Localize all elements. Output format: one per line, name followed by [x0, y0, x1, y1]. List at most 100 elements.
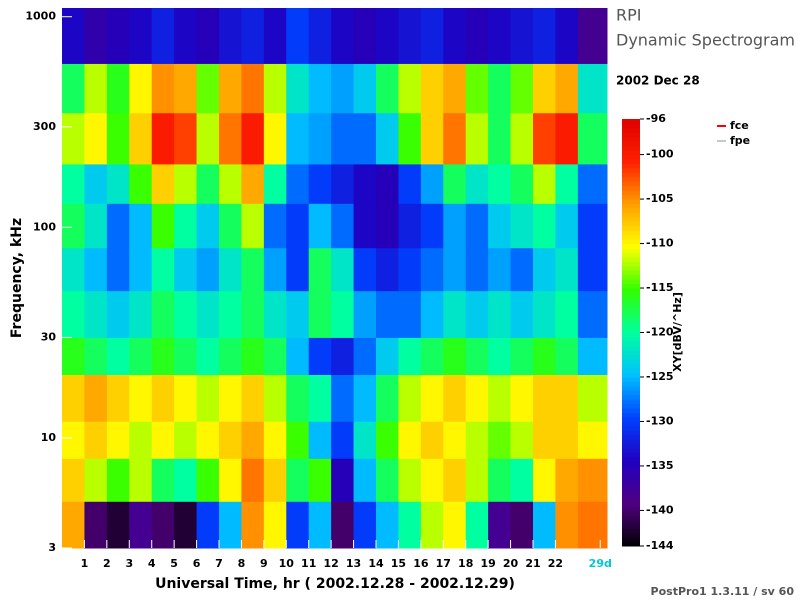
spectrogram-cell — [129, 421, 153, 459]
spectrogram-cell — [241, 247, 265, 292]
spectrogram-cell — [263, 421, 287, 459]
spectrogram-cell — [331, 8, 355, 64]
spectrogram-cell — [84, 163, 108, 204]
spectrogram-cell — [106, 501, 130, 549]
spectrogram-cell — [398, 290, 422, 338]
spectrogram-cell — [510, 458, 534, 502]
colorbar-tick-label: -130 — [646, 414, 674, 427]
spectrogram-cell — [196, 337, 220, 375]
colorbar-step — [622, 239, 640, 245]
colorbar-step — [622, 483, 640, 489]
spectrogram-cell — [510, 337, 534, 375]
spectrogram-cell — [308, 374, 332, 422]
spectrogram-cell — [443, 8, 467, 64]
colorbar-step — [622, 221, 640, 227]
colorbar-step — [622, 479, 640, 485]
spectrogram-cell — [488, 337, 512, 375]
colorbar-step — [622, 519, 640, 525]
spectrogram-cell — [62, 290, 85, 338]
colorbar-step — [622, 421, 640, 427]
colorbar-step — [622, 376, 640, 382]
spectrogram-cell — [241, 337, 265, 375]
colorbar-step — [622, 145, 640, 151]
spectrogram-cell — [263, 247, 287, 292]
spectrogram-cell — [375, 337, 399, 375]
colorbar-step — [622, 336, 640, 342]
colorbar-step — [622, 136, 640, 142]
chart-subtitle: Dynamic Spectrogram — [616, 31, 795, 50]
colorbar-step — [622, 434, 640, 440]
colorbar-step — [622, 403, 640, 409]
colorbar-step — [622, 537, 640, 543]
spectrogram-cell — [218, 337, 242, 375]
spectrogram-cell — [331, 374, 355, 422]
spectrogram-cell — [151, 501, 175, 549]
spectrogram-cell — [129, 203, 153, 249]
spectrogram-cell — [510, 112, 534, 165]
spectrogram-cell — [308, 458, 332, 502]
colorbar-step — [622, 230, 640, 236]
spectrogram-cell — [375, 163, 399, 204]
spectrogram-cell — [174, 421, 198, 459]
spectrogram-cell — [555, 247, 579, 292]
spectrogram-cell — [331, 63, 355, 114]
spectrogram-cell — [241, 203, 265, 249]
y-tick-label: 100 — [33, 220, 56, 233]
spectrogram-cell — [196, 421, 220, 459]
colorbar-step — [622, 523, 640, 529]
colorbar-step — [622, 474, 640, 480]
spectrogram-cell — [106, 203, 130, 249]
spectrogram-cell — [443, 203, 467, 249]
spectrogram-cell — [398, 63, 422, 114]
spectrogram-cell — [443, 63, 467, 114]
spectrogram-cell — [510, 8, 534, 64]
colorbar-step — [622, 123, 640, 129]
colorbar-step — [622, 274, 640, 280]
spectrogram-cell — [174, 290, 198, 338]
spectrogram-cell — [488, 374, 512, 422]
colorbar-step — [622, 283, 640, 289]
spectrogram-cell — [398, 501, 422, 549]
spectrogram-cell — [263, 112, 287, 165]
spectrogram-cell — [241, 112, 265, 165]
colorbar-step — [622, 394, 640, 400]
spectrogram-cell — [555, 337, 579, 375]
spectrogram-cell — [375, 112, 399, 165]
spectrogram-cell — [308, 163, 332, 204]
colorbar-step — [622, 119, 640, 124]
spectrogram-cell — [174, 374, 198, 422]
spectrogram-cell — [84, 501, 108, 549]
colorbar-step — [622, 270, 640, 276]
x-tick-label: 10 — [279, 557, 295, 570]
spectrogram-cell — [420, 501, 444, 549]
colorbar-step — [622, 341, 640, 347]
colorbar-step — [622, 354, 640, 360]
spectrogram-cell — [465, 8, 489, 64]
x-tick-label: 11 — [301, 557, 316, 570]
colorbar-step — [622, 185, 640, 191]
x-tick-label: 6 — [193, 557, 201, 570]
spectrogram-cell — [106, 63, 130, 114]
colorbar-tick-label: -125 — [646, 370, 674, 383]
spectrogram-cell — [286, 421, 310, 459]
colorbar-step — [622, 501, 640, 507]
spectrogram-cell — [129, 112, 153, 165]
spectrogram-cell — [353, 203, 377, 249]
colorbar-step — [622, 461, 640, 467]
spectrogram-cell — [555, 203, 579, 249]
spectrogram-cell — [443, 501, 467, 549]
spectrogram-cell — [465, 374, 489, 422]
spectrogram-cell — [151, 247, 175, 292]
spectrogram-cell — [263, 203, 287, 249]
x-tick-label: 3 — [125, 557, 133, 570]
spectrogram-cell — [353, 458, 377, 502]
spectrogram-cell — [577, 163, 608, 204]
spectrogram-cell — [174, 337, 198, 375]
spectrogram-cell — [129, 163, 153, 204]
spectrogram-cell — [129, 8, 153, 64]
spectrogram-cell — [308, 247, 332, 292]
spectrogram-cell — [420, 290, 444, 338]
spectrogram-cell — [129, 63, 153, 114]
spectrogram-cell — [196, 247, 220, 292]
legend-label: fpe — [730, 134, 750, 147]
